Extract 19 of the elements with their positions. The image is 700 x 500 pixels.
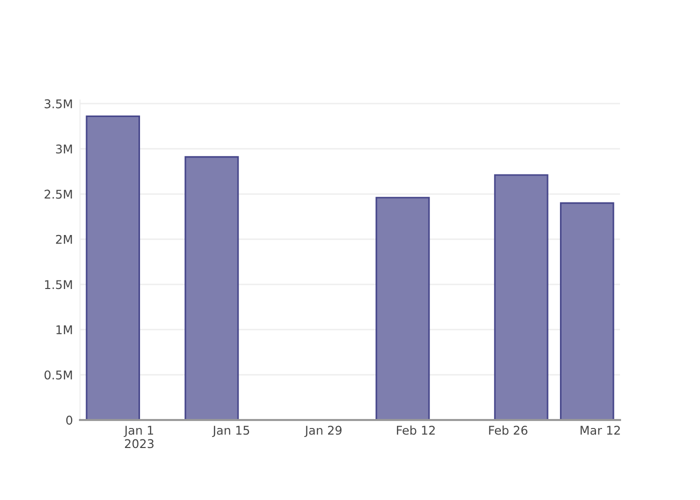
x-tick-label: Feb 12 — [396, 426, 435, 435]
y-tick-label: 3M — [56, 144, 72, 154]
y-tick-label: 3.5M — [44, 99, 72, 108]
bar — [560, 202, 614, 420]
y-tick-label: 1.5M — [45, 280, 72, 290]
y-tick-label: 0 — [66, 416, 72, 425]
x-tick-label: Jan 1 2023 — [124, 426, 154, 448]
bar — [184, 156, 239, 420]
x-tick-label: Jan 15 — [212, 426, 250, 438]
y-tick-label: 0.5M — [44, 370, 72, 380]
x-tick-label: Feb 26 — [489, 426, 528, 435]
bar — [376, 196, 430, 420]
y-tick-label: 2.5M — [44, 190, 72, 199]
y-tick-label: 2M — [56, 234, 72, 244]
bar — [494, 174, 548, 420]
x-tick-label: Jan 29 — [304, 426, 342, 438]
bar — [86, 116, 140, 420]
x-tick-label: Mar 12 — [580, 426, 620, 435]
y-tick-label: 1M — [56, 325, 72, 334]
